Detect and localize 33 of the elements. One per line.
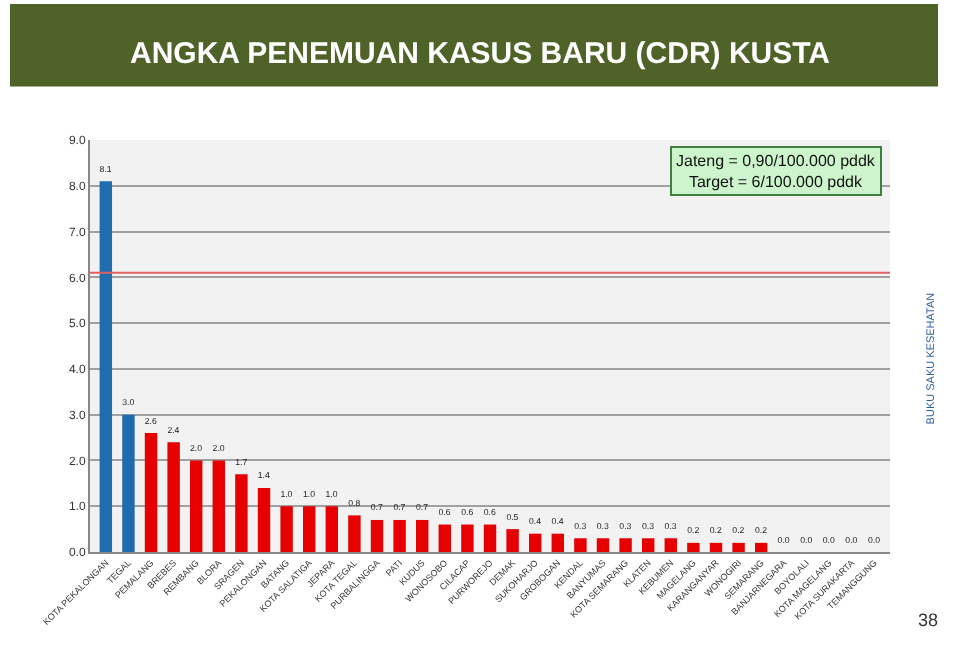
chart-title: ANGKA PENEMUAN KASUS BARU (CDR) KUSTA bbox=[130, 36, 831, 71]
bar bbox=[370, 519, 384, 552]
bar bbox=[709, 542, 723, 552]
annotation: Jateng = 0,90/100.000 pddk Target = 6/100.000 pddk bbox=[676, 152, 877, 191]
bar bbox=[348, 515, 361, 552]
bar bbox=[303, 506, 316, 552]
bar bbox=[99, 181, 113, 552]
bar bbox=[528, 533, 542, 552]
bar bbox=[461, 524, 474, 552]
bar bbox=[325, 506, 339, 552]
bar bbox=[122, 414, 135, 552]
bar bbox=[754, 542, 768, 552]
bar bbox=[167, 442, 180, 552]
bar bbox=[687, 542, 700, 552]
bar bbox=[280, 506, 293, 552]
bar bbox=[415, 519, 429, 552]
bar bbox=[235, 474, 248, 552]
bar bbox=[506, 529, 519, 552]
bar bbox=[641, 538, 655, 552]
text: 38 bbox=[918, 610, 939, 630]
bar bbox=[483, 524, 497, 552]
bar bbox=[732, 542, 745, 552]
bar bbox=[144, 432, 158, 552]
bar bbox=[596, 538, 610, 552]
bar bbox=[619, 538, 632, 552]
bar bbox=[551, 533, 565, 552]
bar bbox=[574, 538, 587, 552]
bar bbox=[438, 524, 452, 552]
bar bbox=[190, 460, 203, 552]
bar bbox=[212, 460, 226, 552]
bar bbox=[257, 487, 271, 552]
bar bbox=[664, 538, 677, 552]
bar bbox=[393, 519, 406, 552]
